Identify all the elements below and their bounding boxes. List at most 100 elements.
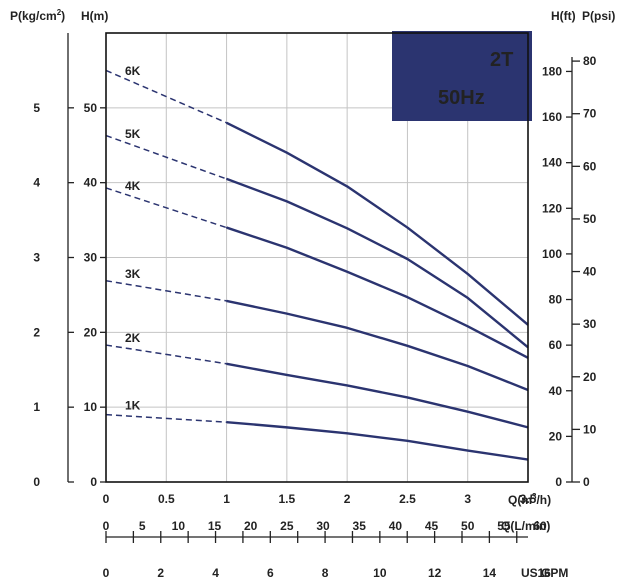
us-gpm-tick-label: 6 (267, 566, 274, 580)
h-ft-tick-label: 60 (549, 338, 563, 352)
curve-1K-solid (226, 420, 529, 461)
us-gpm-tick-label: 12 (428, 566, 442, 580)
curve-1K-point (346, 432, 348, 434)
h-ft-tick-label: 160 (542, 110, 562, 124)
curve-5K-solid (226, 177, 529, 349)
curve-2K-point (406, 396, 409, 399)
us-gpm-tick-label: 14 (483, 566, 497, 580)
q-m3h-tick-label: 0 (103, 492, 110, 506)
q-lmin-tick-label: 20 (244, 519, 258, 533)
pump-curves: 1K 2K 3K 4K 5K 6K (105, 64, 529, 461)
curve-2K-solid (226, 362, 529, 429)
q-lmin-tick-label: 0 (103, 519, 110, 533)
q-m3h-tick-label: 0.5 (158, 492, 175, 506)
h-m-tick-label: 20 (84, 325, 98, 339)
curve-5K-point (406, 258, 409, 260)
us-gpm-tick-label: 2 (157, 566, 164, 580)
curve-4K-point (467, 325, 469, 327)
q-m3h-axis-title: Q(m3/h) (508, 492, 551, 507)
curve-label-4K: 4K (125, 179, 141, 193)
q-lmin-axis-title: Q(L/min) (501, 519, 550, 533)
p-kgcm2-axis-title: P(kg/cm2) (10, 8, 65, 23)
curve-6K-point (406, 226, 409, 229)
p-psi-tick-label: 60 (583, 159, 597, 173)
curve-5K-dashed (105, 134, 227, 180)
curve-4K-point (346, 271, 348, 273)
q-lmin-tick-label: 45 (425, 519, 439, 533)
model-badge (392, 31, 532, 121)
curve-4K-point (406, 296, 409, 298)
curve-5K-point (286, 200, 288, 202)
p-psi-tick-label: 10 (583, 422, 597, 436)
h-m-tick-label: 40 (84, 176, 98, 190)
curve-6K-dashed (105, 69, 227, 124)
q-lmin-tick-label: 60 (533, 519, 547, 533)
p-kgcm2-tick-label: 1 (33, 400, 40, 414)
curve-3K-point (406, 345, 409, 347)
curve-2K-point (346, 384, 348, 387)
curve-1K-point (286, 426, 288, 428)
h-ft-axis-title: H(ft) (551, 9, 576, 23)
q-lmin-tick-label: 50 (461, 519, 475, 533)
model-badge-line1: 2T (490, 49, 513, 71)
curve-1K-point (406, 440, 409, 442)
model-badge-line2: 50Hz (438, 87, 485, 109)
h-ft-tick-label: 0 (555, 475, 562, 489)
curve-1K-point (225, 421, 228, 423)
q-m3h-tick-label: 3 (464, 492, 471, 506)
curve-3K-point (467, 365, 469, 367)
curve-label-5K: 5K (125, 127, 141, 141)
p-psi-tick-label: 50 (583, 212, 597, 226)
us-gpm-tick-label: 4 (212, 566, 219, 580)
curve-2K-dashed (105, 344, 227, 365)
curve-label-1K: 1K (125, 398, 141, 412)
p-psi-tick-label: 80 (583, 54, 597, 68)
q-lmin-tick-label: 10 (172, 519, 186, 533)
h-m-tick-label: 30 (84, 251, 98, 265)
h-m-axis-title: H(m) (81, 9, 108, 23)
curve-4K-solid (226, 226, 529, 359)
axis-ticks: 0102030405001234502040608010012014016018… (33, 54, 596, 580)
us-gpm-tick-label: 0 (103, 566, 110, 580)
h-ft-tick-label: 20 (549, 429, 563, 443)
curve-5K-point (225, 178, 228, 180)
q-lmin-tick-label: 30 (316, 519, 330, 533)
curve-2K-point (467, 411, 469, 413)
curve-4K-point (286, 247, 288, 249)
p-psi-axis-title: P(psi) (582, 9, 615, 23)
curve-6K-point (286, 152, 288, 154)
q-lmin-tick-label: 40 (389, 519, 403, 533)
p-kgcm2-tick-label: 2 (33, 325, 40, 339)
p-kgcm2-tick-label: 5 (33, 101, 40, 115)
curve-6K-point (225, 122, 228, 124)
curve-3K-solid (226, 299, 529, 392)
h-ft-tick-label: 140 (542, 156, 562, 170)
curve-label-3K: 3K (125, 267, 141, 281)
h-ft-tick-label: 180 (542, 64, 562, 78)
p-kgcm2-tick-label: 3 (33, 251, 40, 265)
curve-label-6K: 6K (125, 64, 141, 78)
curve-1K-dashed (105, 413, 227, 423)
curve-3K-point (225, 300, 228, 302)
p-psi-tick-label: 20 (583, 370, 597, 384)
us-gpm-axis-title: US GPM (521, 566, 568, 580)
h-m-tick-label: 0 (90, 475, 97, 489)
q-m3h-tick-label: 1.5 (279, 492, 296, 506)
p-kgcm2-tick-label: 0 (33, 475, 40, 489)
q-lmin-tick-label: 35 (353, 519, 367, 533)
curve-2K-point (286, 374, 288, 376)
curve-label-2K: 2K (125, 331, 141, 345)
us-gpm-tick-label: 10 (373, 566, 387, 580)
curve-2K-point (225, 363, 228, 365)
q-m3h-tick-label: 1 (223, 492, 230, 506)
q-m3h-tick-label: 3.5 (520, 492, 537, 506)
h-m-tick-label: 50 (84, 101, 98, 115)
curve-6K-point (467, 273, 469, 275)
curve-3K-point (286, 313, 288, 315)
q-lmin-tick-label: 15 (208, 519, 222, 533)
curve-3K-point (346, 327, 348, 329)
curve-4K-dashed (105, 187, 227, 229)
us-gpm-tick-label: 8 (322, 566, 329, 580)
q-lmin-tick-label: 5 (139, 519, 146, 533)
